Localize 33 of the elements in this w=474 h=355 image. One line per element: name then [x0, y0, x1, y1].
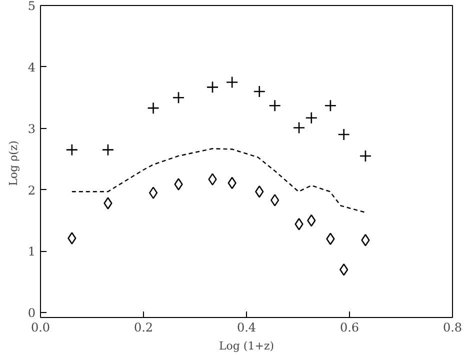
y-tick-label: 2 [28, 183, 36, 198]
point [172, 91, 185, 104]
point [253, 85, 266, 98]
x-tick-label: 0.2 [134, 320, 154, 334]
x-axis-title: Log (1+z) [218, 340, 274, 352]
y-axis-title: Log ρ(z) [6, 140, 20, 186]
x-tick-label: 0.4 [236, 320, 256, 334]
point [104, 197, 112, 210]
point [174, 178, 183, 190]
x-tick-label: 0.0 [30, 320, 50, 334]
point [226, 76, 238, 88]
x-tick-label: 0.6 [340, 320, 360, 334]
point [102, 144, 114, 156]
point [338, 128, 350, 141]
y-tick-label: 1 [28, 244, 36, 259]
point [68, 232, 76, 244]
y-tick-label: 5 [28, 0, 36, 13]
point [148, 186, 158, 199]
line-series [71, 148, 366, 214]
point [324, 99, 337, 112]
x-tick-label: 0.8 [442, 320, 462, 334]
point [66, 144, 78, 156]
point [208, 173, 217, 186]
point [292, 122, 306, 134]
point [359, 150, 372, 162]
y-tick-label: 3 [28, 122, 36, 136]
point [206, 81, 219, 94]
point [147, 102, 160, 114]
point [270, 194, 280, 206]
y-tick-label: 4 [28, 60, 36, 74]
point [268, 99, 281, 112]
y-tick-label: 0 [28, 306, 36, 320]
point [305, 112, 318, 124]
